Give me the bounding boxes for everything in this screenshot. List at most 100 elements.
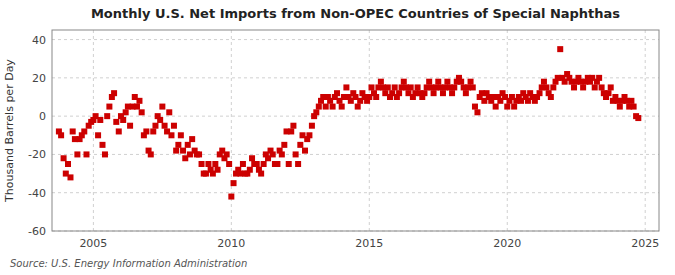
point xyxy=(127,123,133,129)
point xyxy=(421,90,427,96)
point xyxy=(378,79,384,85)
point xyxy=(458,79,464,85)
point xyxy=(631,104,637,110)
point xyxy=(286,161,292,167)
point xyxy=(215,167,221,173)
point xyxy=(435,79,441,85)
point xyxy=(270,151,276,157)
point xyxy=(104,113,110,119)
point xyxy=(302,148,308,154)
point xyxy=(599,84,605,90)
x-grid-line xyxy=(369,30,370,231)
point xyxy=(373,94,379,100)
point xyxy=(281,142,287,148)
point xyxy=(123,109,129,115)
point xyxy=(401,79,407,85)
point xyxy=(168,132,174,138)
point xyxy=(474,109,480,115)
point xyxy=(70,128,76,134)
point xyxy=(339,104,345,110)
y-grid-line xyxy=(52,192,659,193)
point xyxy=(396,90,402,96)
point xyxy=(279,151,285,157)
grid xyxy=(52,30,659,231)
point xyxy=(557,46,563,52)
point xyxy=(355,104,361,110)
y-axis-label: Thousand Barrels per Day xyxy=(3,59,16,203)
y-tick-label: -20 xyxy=(28,148,46,161)
y-grid-line xyxy=(52,39,659,40)
point xyxy=(212,161,218,167)
point xyxy=(159,104,165,110)
point xyxy=(157,117,163,123)
point xyxy=(493,104,499,110)
point xyxy=(392,84,398,90)
point xyxy=(120,117,126,123)
x-tick-label: 2020 xyxy=(493,237,521,250)
point xyxy=(550,84,556,90)
point xyxy=(451,84,457,90)
point xyxy=(472,104,478,110)
point xyxy=(99,142,105,148)
point xyxy=(295,161,301,167)
point xyxy=(199,161,205,167)
point xyxy=(173,148,179,154)
x-tick-label: 2010 xyxy=(217,237,245,250)
point xyxy=(274,161,280,167)
point xyxy=(205,161,211,167)
point xyxy=(171,123,177,129)
point xyxy=(309,123,315,129)
point xyxy=(504,104,510,110)
x-tick-label: 2025 xyxy=(631,237,659,250)
point xyxy=(288,128,294,134)
x-grid-line xyxy=(645,30,646,231)
point xyxy=(369,84,375,90)
point xyxy=(61,155,67,161)
point xyxy=(385,84,391,90)
plot-frame xyxy=(52,30,659,231)
point xyxy=(440,90,446,96)
point xyxy=(231,180,237,186)
y-tick-label: 40 xyxy=(32,34,46,47)
x-grid-line xyxy=(231,30,232,231)
point xyxy=(178,132,184,138)
point xyxy=(408,84,414,90)
point xyxy=(228,194,234,200)
point xyxy=(306,132,312,138)
point xyxy=(106,104,112,110)
points xyxy=(56,46,641,199)
point xyxy=(134,104,140,110)
point xyxy=(290,123,296,129)
point xyxy=(606,90,612,96)
point xyxy=(116,128,122,134)
point xyxy=(449,90,455,96)
point xyxy=(617,104,623,110)
point xyxy=(74,151,80,157)
point xyxy=(543,84,549,90)
y-grid-line xyxy=(52,116,659,117)
point xyxy=(571,84,577,90)
point xyxy=(468,79,474,85)
point xyxy=(343,84,349,90)
y-tick-label: 20 xyxy=(32,72,46,85)
x-grid-line xyxy=(93,30,94,231)
point xyxy=(152,123,158,129)
point xyxy=(111,90,117,96)
point xyxy=(224,151,230,157)
point xyxy=(592,84,598,90)
point xyxy=(541,79,547,85)
x-tick-label: 2015 xyxy=(355,237,383,250)
point xyxy=(102,151,108,157)
point xyxy=(67,174,73,180)
point xyxy=(162,123,168,129)
point xyxy=(175,142,181,148)
point xyxy=(323,104,329,110)
point xyxy=(189,136,195,142)
point xyxy=(247,167,253,173)
point xyxy=(431,90,437,96)
point xyxy=(254,161,260,167)
point xyxy=(185,142,191,148)
point xyxy=(628,98,634,104)
point xyxy=(313,109,319,115)
source-note: Source: U.S. Energy Information Administ… xyxy=(10,258,247,269)
